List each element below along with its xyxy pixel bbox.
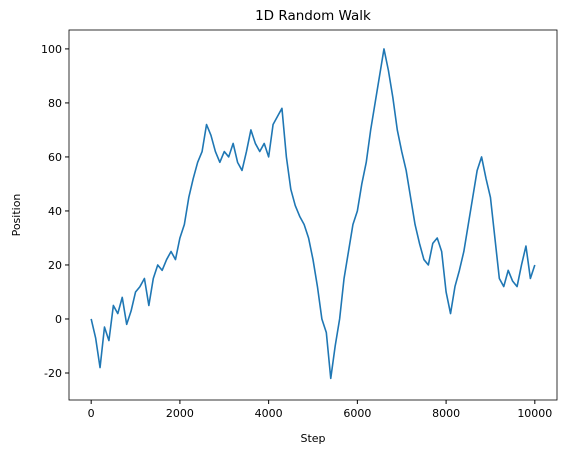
y-tick-label: 0	[55, 313, 62, 326]
x-tick-label: 8000	[432, 407, 460, 420]
x-axis-label: Step	[300, 432, 325, 445]
y-tick-label: 80	[48, 97, 62, 110]
line	[90, 48, 536, 380]
x-tick-label: 4000	[255, 407, 283, 420]
x-tick-label: 10000	[517, 407, 552, 420]
y-tick-label: 40	[48, 205, 62, 218]
x-tick-label: 2000	[166, 407, 194, 420]
y-tick-label: -20	[44, 367, 62, 380]
x-tick-label: 6000	[343, 407, 371, 420]
y-tick-label: 20	[48, 259, 62, 272]
chart-title: 1D Random Walk	[255, 8, 371, 24]
plot-frame	[68, 29, 558, 401]
y-tick-label: 60	[48, 151, 62, 164]
y-axis-label: Position	[10, 194, 23, 237]
x-tick-label: 0	[88, 407, 95, 420]
y-tick-label: 100	[41, 43, 62, 56]
